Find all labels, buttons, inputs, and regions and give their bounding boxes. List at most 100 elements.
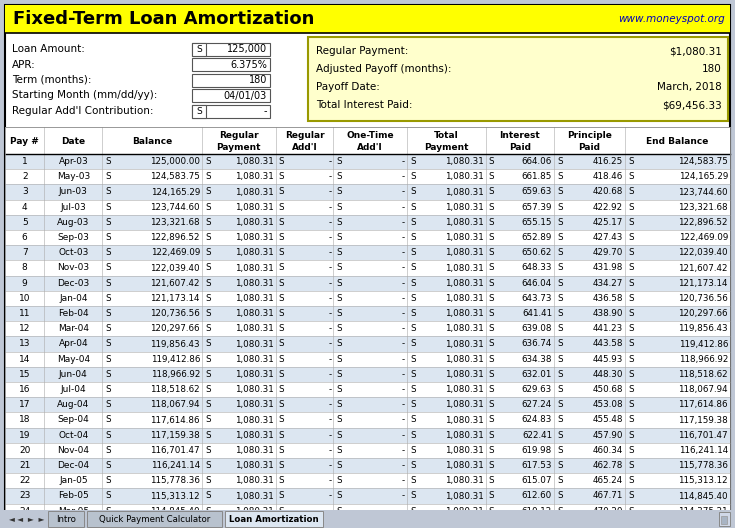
Text: S: S: [205, 431, 211, 440]
Text: S: S: [337, 461, 342, 470]
Text: 180: 180: [702, 64, 722, 74]
Text: -: -: [402, 446, 405, 455]
Bar: [5, 504, 730, 519]
Text: 115,778.36: 115,778.36: [150, 476, 200, 485]
Bar: [5, 336, 730, 352]
Text: 624.83: 624.83: [522, 416, 552, 425]
Text: S: S: [628, 248, 634, 257]
Text: -: -: [329, 340, 331, 348]
Text: S: S: [337, 203, 342, 212]
Text: 1,080.31: 1,080.31: [445, 309, 484, 318]
Text: S: S: [489, 172, 495, 181]
Text: -: -: [329, 522, 331, 528]
Bar: [5, 458, 730, 473]
Text: S: S: [105, 279, 111, 288]
Text: 1,080.31: 1,080.31: [234, 522, 273, 528]
Text: S: S: [205, 324, 211, 333]
Text: 453.08: 453.08: [592, 400, 623, 409]
Text: S: S: [105, 492, 111, 501]
Text: S: S: [337, 187, 342, 196]
Text: 1,080.31: 1,080.31: [445, 400, 484, 409]
Text: S: S: [628, 370, 634, 379]
Text: S: S: [337, 340, 342, 348]
Text: 119,412.86: 119,412.86: [678, 340, 728, 348]
Text: 460.34: 460.34: [592, 446, 623, 455]
Text: S: S: [105, 294, 111, 303]
Text: Quick Payment Calculator: Quick Payment Calculator: [98, 514, 210, 523]
Text: S: S: [279, 157, 284, 166]
Text: -: -: [329, 172, 331, 181]
Text: S: S: [628, 279, 634, 288]
Text: 118,067.94: 118,067.94: [151, 400, 200, 409]
Text: 629.63: 629.63: [522, 385, 552, 394]
Bar: [5, 367, 730, 382]
Text: Fixed-Term Loan Amortization: Fixed-Term Loan Amortization: [13, 10, 315, 28]
Text: -: -: [402, 157, 405, 166]
Text: S: S: [489, 446, 495, 455]
Text: S: S: [337, 492, 342, 501]
Text: 8: 8: [22, 263, 28, 272]
Text: S: S: [279, 248, 284, 257]
Text: S: S: [410, 476, 415, 485]
Text: S: S: [410, 492, 415, 501]
Text: -: -: [329, 203, 331, 212]
Text: S: S: [337, 172, 342, 181]
Text: 1,080.31: 1,080.31: [445, 446, 484, 455]
Text: S: S: [105, 263, 111, 272]
Text: S: S: [628, 172, 634, 181]
Text: S: S: [557, 507, 562, 516]
Text: 120,736.56: 120,736.56: [150, 309, 200, 318]
Text: 118,518.62: 118,518.62: [151, 385, 200, 394]
Text: S: S: [205, 263, 211, 272]
Text: 455.48: 455.48: [592, 416, 623, 425]
Bar: [192, 42, 270, 55]
Text: 422.92: 422.92: [593, 203, 623, 212]
Text: -: -: [329, 218, 331, 227]
Text: 1,080.31: 1,080.31: [445, 294, 484, 303]
Text: S: S: [337, 522, 342, 528]
Text: S: S: [628, 187, 634, 196]
Text: 14: 14: [19, 355, 30, 364]
Bar: [5, 473, 730, 488]
Text: 117,614.86: 117,614.86: [678, 400, 728, 409]
Text: S: S: [628, 461, 634, 470]
Text: S: S: [105, 187, 111, 196]
Text: 1,080.31: 1,080.31: [445, 522, 484, 528]
Text: S: S: [279, 370, 284, 379]
Bar: [5, 184, 730, 200]
Text: 636.74: 636.74: [522, 340, 552, 348]
Text: 117,159.38: 117,159.38: [150, 431, 200, 440]
Text: S: S: [489, 233, 495, 242]
Text: -: -: [402, 507, 405, 516]
Text: S: S: [279, 461, 284, 470]
Text: 1,080.31: 1,080.31: [445, 340, 484, 348]
Text: S: S: [279, 263, 284, 272]
Text: 18: 18: [19, 416, 30, 425]
Bar: [5, 488, 730, 504]
Text: 120,736.56: 120,736.56: [678, 294, 728, 303]
Bar: [719, 512, 730, 526]
Text: S: S: [205, 355, 211, 364]
Text: S: S: [410, 248, 415, 257]
Text: S: S: [557, 187, 562, 196]
Text: S: S: [205, 416, 211, 425]
Text: 1,080.31: 1,080.31: [445, 279, 484, 288]
Text: Nov-03: Nov-03: [57, 263, 90, 272]
Text: 116,701.47: 116,701.47: [151, 446, 200, 455]
Text: S: S: [557, 279, 562, 288]
Text: 3: 3: [22, 187, 28, 196]
Text: -: -: [402, 248, 405, 257]
Text: -: -: [402, 233, 405, 242]
Text: 1,080.31: 1,080.31: [234, 172, 273, 181]
Text: S: S: [489, 309, 495, 318]
Text: 4: 4: [22, 203, 27, 212]
Text: -: -: [402, 324, 405, 333]
Text: 650.62: 650.62: [522, 248, 552, 257]
Text: 124,165.29: 124,165.29: [678, 172, 728, 181]
Text: S: S: [410, 340, 415, 348]
Text: S: S: [410, 279, 415, 288]
Text: -: -: [402, 355, 405, 364]
Text: 123,321.68: 123,321.68: [151, 218, 200, 227]
Text: Interest: Interest: [500, 131, 540, 140]
Text: Adjusted Payoff (months):: Adjusted Payoff (months):: [316, 64, 451, 74]
